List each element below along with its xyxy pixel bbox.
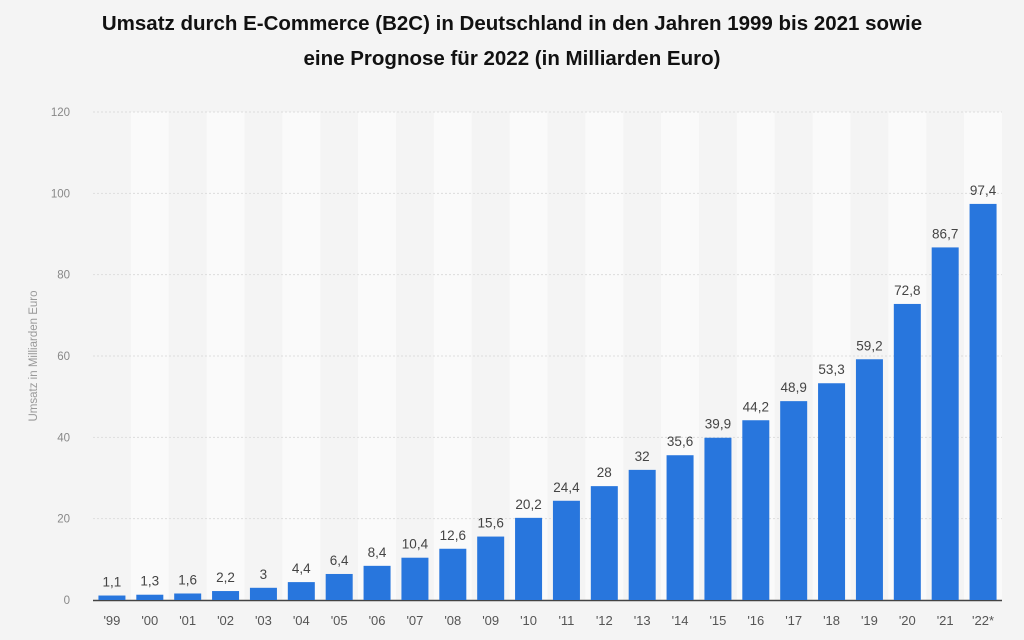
bar	[590, 486, 618, 600]
y-axis-label: Umsatz in Milliarden Euro	[28, 290, 40, 421]
y-tick-label: 20	[57, 514, 70, 526]
x-tick-label: '10	[520, 613, 537, 628]
bar	[287, 582, 315, 600]
bar	[969, 203, 997, 600]
x-tick-label: '03	[255, 613, 272, 628]
bar	[477, 536, 505, 600]
chart-title: Umsatz durch E-Commerce (B2C) in Deutsch…	[0, 6, 1024, 76]
x-tick-label: '02	[217, 613, 234, 628]
bar	[666, 455, 694, 600]
x-tick-label: '14	[672, 613, 689, 628]
x-tick-label: '18	[823, 613, 840, 628]
data-label: 97,4	[970, 183, 997, 198]
y-tick-label: 0	[64, 595, 70, 607]
y-tick-label: 40	[57, 432, 70, 444]
y-tick-label: 100	[51, 188, 70, 200]
x-tick-label: '99	[103, 613, 120, 628]
data-label: 72,8	[894, 283, 920, 298]
x-tick-label: '20	[899, 613, 916, 628]
x-tick-label: '12	[596, 613, 613, 628]
data-label: 4,4	[292, 561, 311, 576]
bar	[818, 383, 846, 600]
y-tick-label: 60	[57, 351, 70, 363]
bar	[893, 303, 921, 600]
x-tick-label: '05	[331, 613, 348, 628]
data-label: 3	[260, 567, 268, 582]
bar	[552, 500, 580, 600]
data-label: 1,3	[140, 574, 159, 589]
x-tick-label: '21	[937, 613, 954, 628]
data-label: 12,6	[440, 528, 466, 543]
bar	[931, 247, 959, 601]
x-tick-label: '08	[444, 613, 461, 628]
bar	[401, 557, 429, 600]
data-label: 39,9	[705, 417, 731, 432]
data-label: 10,4	[402, 537, 429, 552]
x-tick-label: '15	[709, 613, 726, 628]
x-tick-label: '11	[558, 613, 574, 628]
x-tick-label: '04	[293, 613, 310, 628]
bar	[628, 469, 656, 600]
data-label: 20,2	[515, 497, 541, 512]
bar	[249, 587, 277, 600]
data-label: 2,2	[216, 570, 235, 585]
bar	[780, 401, 808, 600]
x-tick-label: '01	[179, 613, 196, 628]
x-tick-label: '19	[861, 613, 878, 628]
title-line-2: eine Prognose für 2022 (in Milliarden Eu…	[303, 47, 721, 70]
x-tick-label: '00	[141, 613, 158, 628]
data-label: 86,7	[932, 226, 958, 241]
data-label: 1,6	[178, 572, 197, 587]
title-line-1: Umsatz durch E-Commerce (B2C) in Deutsch…	[101, 12, 923, 35]
bar	[855, 359, 883, 600]
bar	[325, 573, 353, 600]
bar	[439, 548, 467, 600]
data-label: 15,6	[478, 516, 504, 531]
bar	[136, 594, 164, 600]
data-label: 32	[635, 449, 650, 464]
data-label: 53,3	[818, 362, 844, 377]
data-label: 35,6	[667, 434, 693, 449]
bar	[98, 595, 126, 600]
x-tick-label: '17	[785, 613, 802, 628]
data-label: 59,2	[856, 338, 882, 353]
data-label: 28	[597, 465, 612, 480]
x-tick-label: '13	[634, 613, 651, 628]
data-label: 24,4	[553, 480, 580, 495]
data-label: 6,4	[330, 553, 349, 568]
data-label: 48,9	[781, 380, 807, 395]
data-label: 1,1	[103, 575, 122, 590]
x-tick-label: '09	[482, 613, 499, 628]
bar	[515, 517, 543, 600]
x-tick-label: '22*	[972, 613, 994, 628]
y-tick-label: 80	[57, 270, 70, 282]
y-tick-label: 120	[51, 107, 70, 119]
data-label: 8,4	[368, 545, 387, 560]
x-tick-label: '07	[406, 613, 423, 628]
data-label: 44,2	[743, 399, 769, 414]
bar	[363, 565, 391, 600]
x-tick-label: '16	[747, 613, 764, 628]
bar	[212, 591, 240, 600]
bar	[742, 420, 770, 600]
bar	[704, 437, 732, 600]
x-tick-label: '06	[369, 613, 386, 628]
bar	[174, 593, 202, 600]
